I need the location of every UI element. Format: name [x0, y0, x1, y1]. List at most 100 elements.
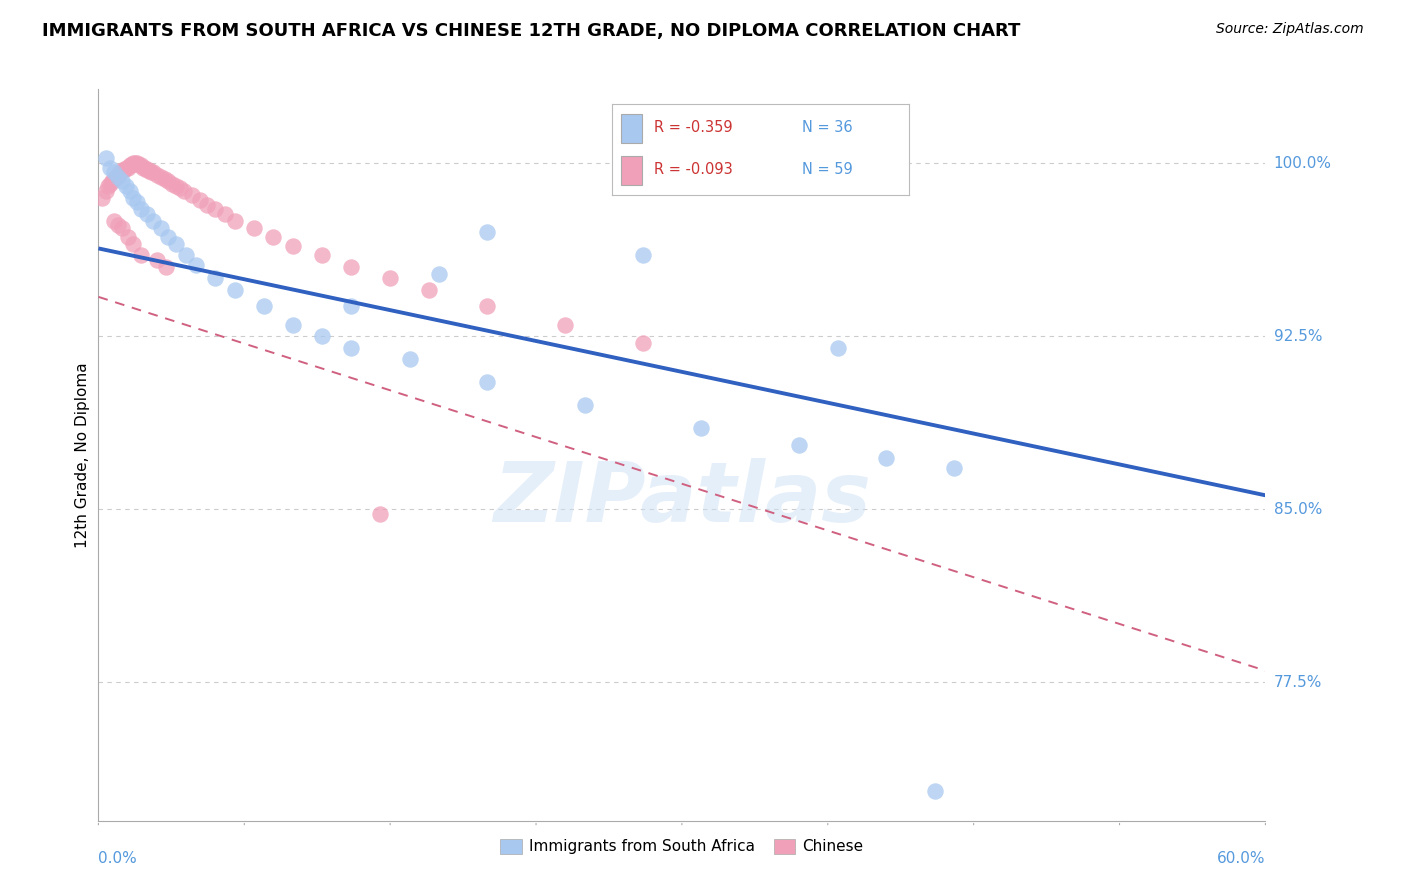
Point	[124, 156, 146, 170]
Text: IMMIGRANTS FROM SOUTH AFRICA VS CHINESE 12TH GRADE, NO DIPLOMA CORRELATION CHART: IMMIGRANTS FROM SOUTH AFRICA VS CHINESE …	[42, 22, 1021, 40]
Point	[103, 213, 125, 227]
Point	[574, 398, 596, 412]
Point	[91, 191, 114, 205]
Point	[108, 165, 131, 179]
Y-axis label: 12th Grade, No Diploma: 12th Grade, No Diploma	[75, 362, 90, 548]
Point	[146, 168, 169, 182]
Point	[398, 352, 420, 367]
Text: 92.5%: 92.5%	[1274, 328, 1322, 343]
Point	[875, 451, 897, 466]
Point	[165, 236, 187, 251]
Point	[129, 158, 152, 172]
Point	[188, 193, 211, 207]
Text: 77.5%: 77.5%	[1274, 674, 1322, 690]
Point	[165, 179, 187, 194]
Point	[262, 230, 284, 244]
Text: 0.0%: 0.0%	[98, 851, 138, 866]
Point	[107, 168, 129, 182]
Point	[380, 271, 402, 285]
Point	[96, 184, 118, 198]
Point	[111, 220, 134, 235]
Point	[153, 172, 176, 186]
Point	[114, 179, 136, 194]
Point	[128, 158, 150, 172]
Point	[157, 230, 180, 244]
Point	[174, 248, 197, 262]
Point	[418, 283, 440, 297]
Point	[101, 174, 124, 188]
Point	[136, 163, 159, 178]
Point	[121, 158, 143, 172]
Point	[122, 236, 145, 251]
Point	[340, 341, 363, 355]
Point	[631, 336, 654, 351]
Legend: Immigrants from South Africa, Chinese: Immigrants from South Africa, Chinese	[494, 833, 870, 861]
Point	[118, 158, 141, 172]
Point	[107, 169, 129, 184]
Point	[127, 156, 149, 170]
Point	[281, 318, 304, 332]
Point	[118, 184, 141, 198]
Point	[224, 283, 246, 297]
Point	[149, 169, 172, 184]
Point	[204, 271, 226, 285]
Point	[139, 165, 162, 179]
Point	[103, 165, 125, 179]
Point	[127, 195, 149, 210]
Point	[169, 181, 191, 195]
Point	[111, 163, 134, 178]
Text: 85.0%: 85.0%	[1274, 501, 1322, 516]
Text: 100.0%: 100.0%	[1274, 155, 1331, 170]
Point	[129, 202, 152, 217]
Text: Source: ZipAtlas.com: Source: ZipAtlas.com	[1216, 22, 1364, 37]
Point	[477, 299, 499, 313]
Point	[117, 230, 139, 244]
Point	[146, 252, 169, 267]
Point	[340, 260, 363, 274]
Point	[477, 376, 499, 390]
Point	[138, 163, 160, 178]
Point	[129, 248, 152, 262]
Point	[97, 179, 120, 194]
Point	[690, 421, 713, 435]
Point	[149, 220, 172, 235]
Point	[924, 783, 946, 797]
Point	[180, 188, 202, 202]
Point	[98, 177, 121, 191]
Point	[104, 169, 127, 184]
Point	[477, 225, 499, 239]
Point	[114, 161, 136, 175]
Point	[162, 177, 184, 191]
Point	[117, 161, 139, 175]
Point	[142, 213, 165, 227]
Point	[132, 161, 155, 175]
Point	[103, 172, 125, 186]
Point	[195, 197, 218, 211]
Point	[311, 329, 333, 343]
Point	[281, 239, 304, 253]
Point	[184, 258, 207, 272]
Point	[253, 299, 276, 313]
Point	[157, 174, 180, 188]
Point	[112, 163, 135, 178]
Point	[98, 161, 121, 175]
Point	[340, 299, 363, 313]
Point	[311, 248, 333, 262]
Point	[427, 267, 450, 281]
Point	[107, 219, 129, 233]
Point	[943, 460, 966, 475]
Point	[122, 156, 145, 170]
Point	[554, 318, 576, 332]
Point	[787, 437, 810, 451]
Point	[142, 165, 165, 179]
Point	[111, 174, 134, 188]
Point	[173, 184, 195, 198]
Point	[243, 220, 266, 235]
Point	[134, 161, 156, 175]
Point	[96, 152, 118, 166]
Point	[370, 507, 392, 521]
Point	[214, 207, 236, 221]
Point	[155, 260, 177, 274]
Point	[204, 202, 226, 217]
Point	[827, 341, 849, 355]
